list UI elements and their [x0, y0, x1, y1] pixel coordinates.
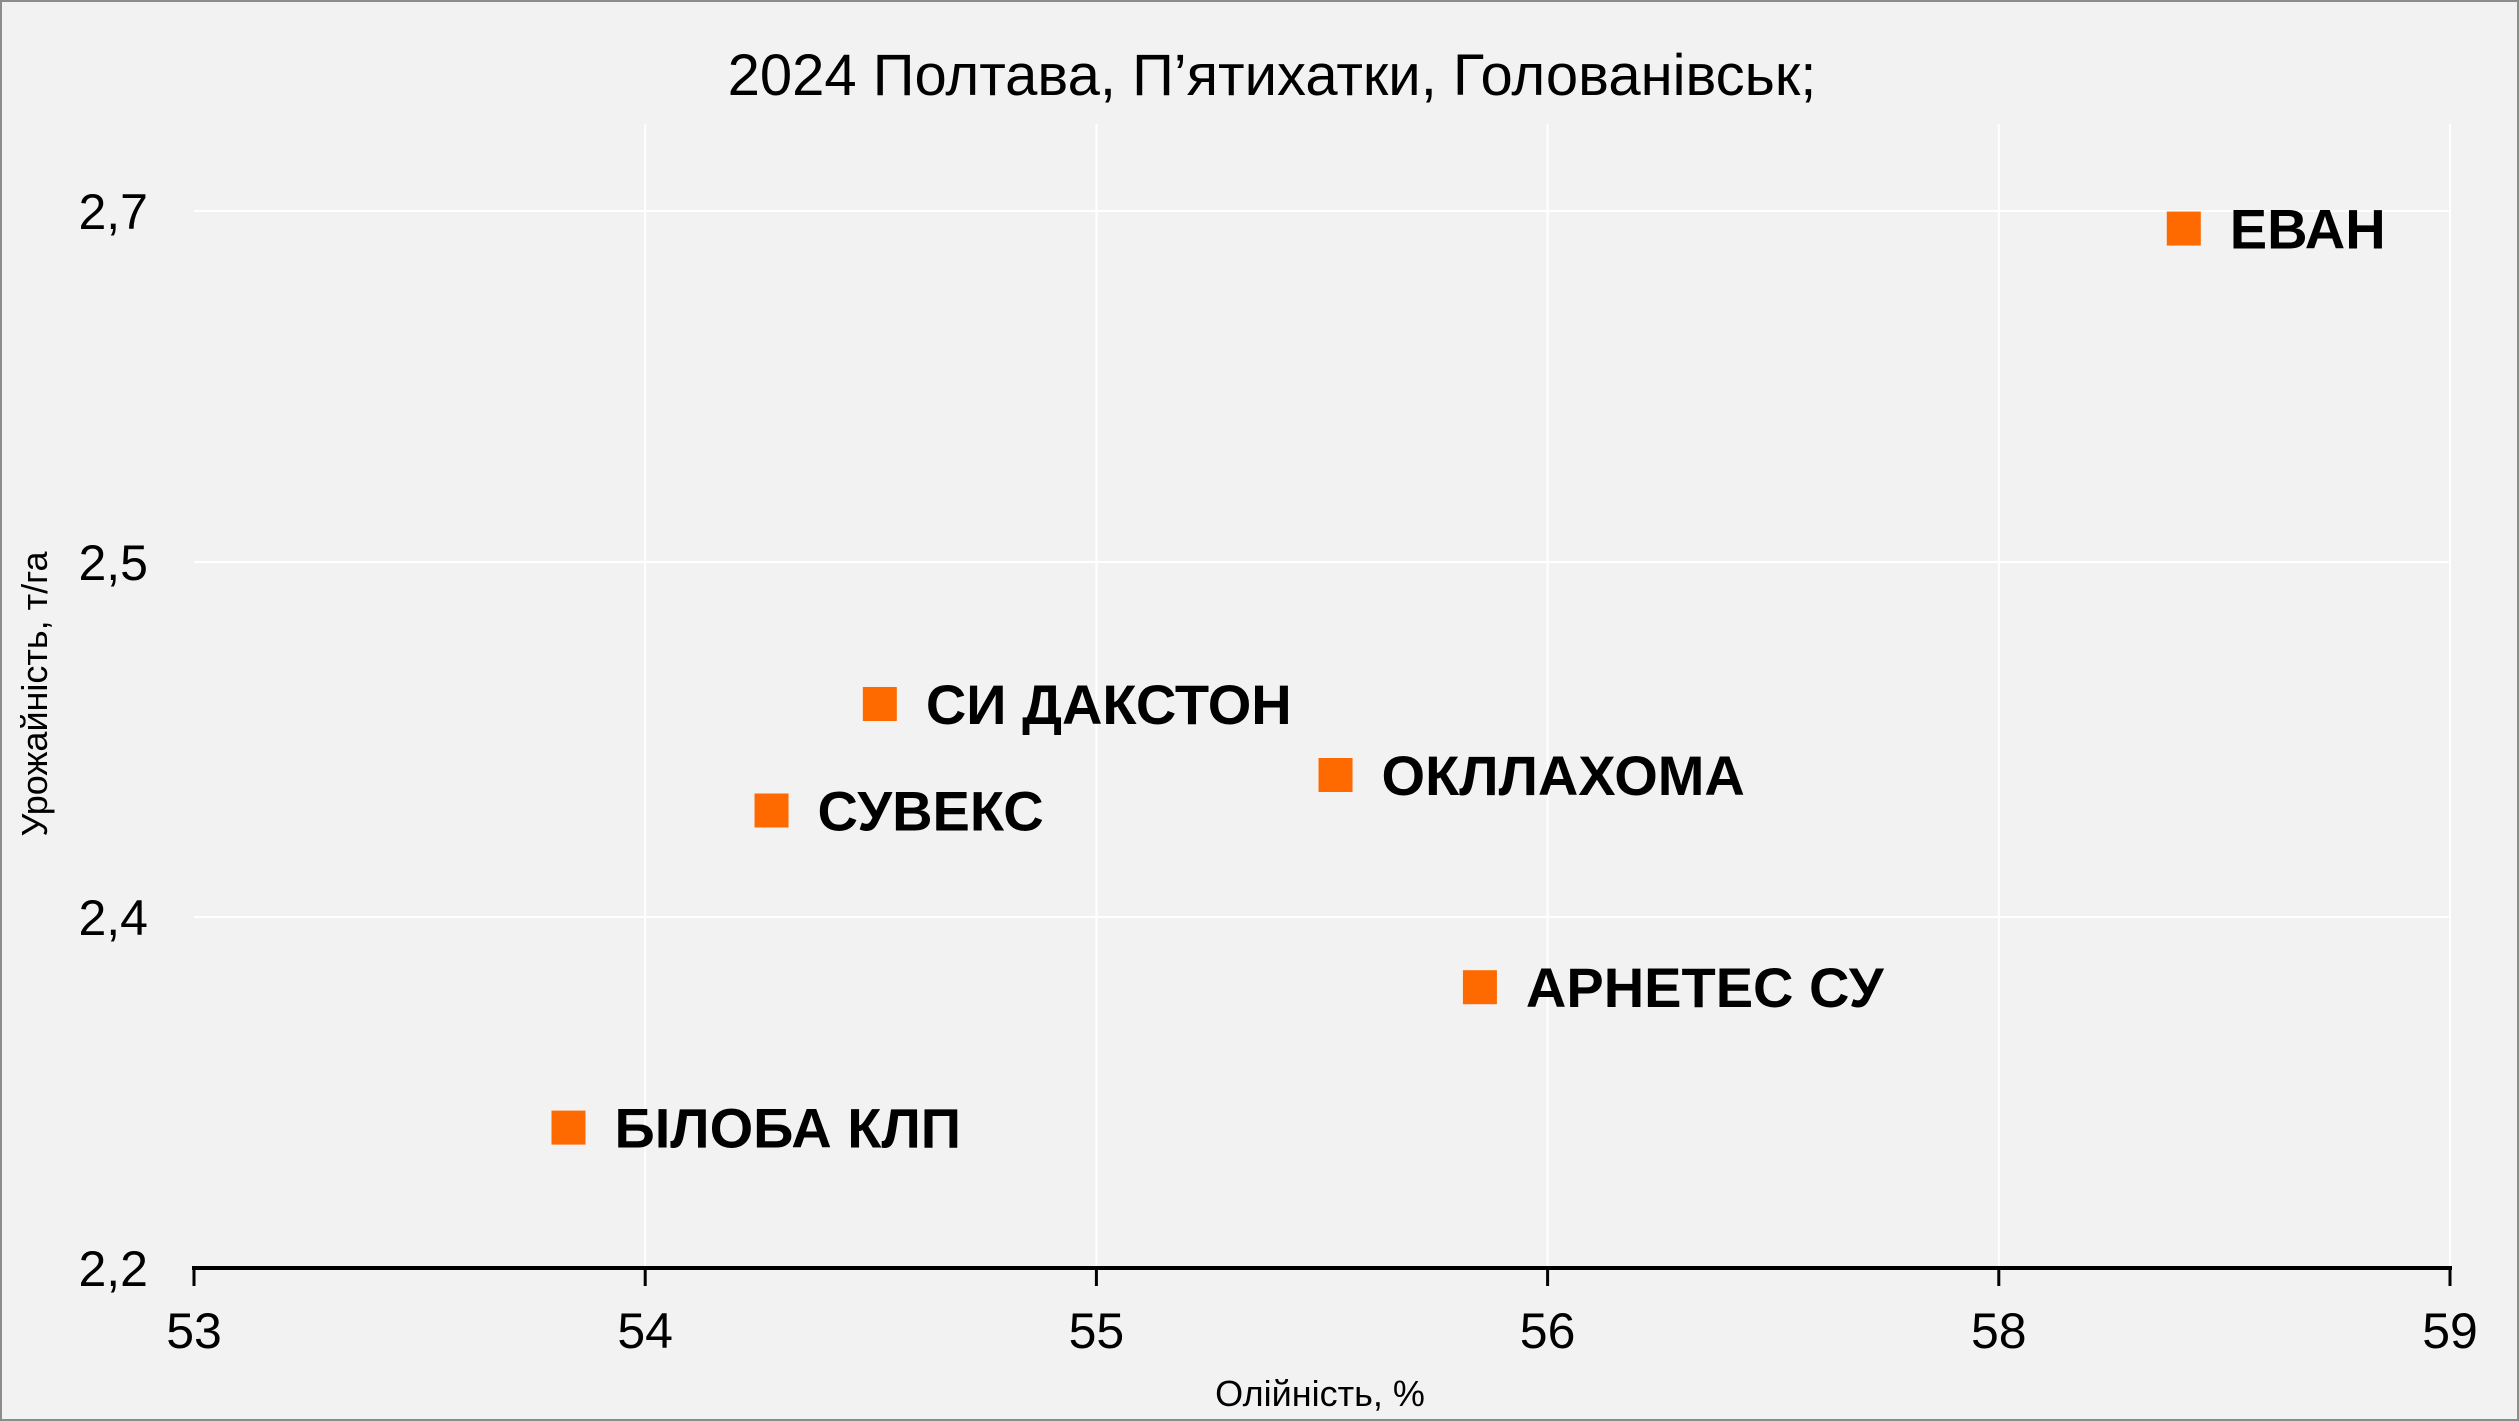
data-points: ЕВАН СИ ДАКСТОН ОКЛЛАХОМА СУВЕКС АРНЕТЕС СУ Б…	[551, 198, 2386, 1160]
tick-labels: 53 54 55 56 58 59 2,2 2,4 2,5 2,7	[78, 184, 2477, 1359]
point-label: СУВЕКС	[818, 780, 1044, 843]
y-tick-label: 2,5	[78, 535, 148, 591]
scatter-point	[551, 1110, 586, 1145]
y-tick-label: 2,7	[78, 184, 148, 240]
axes	[192, 1266, 2452, 1286]
point-label: БІЛОБА КЛП	[614, 1097, 961, 1160]
point-label: АРНЕТЕС СУ	[1526, 956, 1885, 1019]
x-tick-label: 59	[2422, 1303, 2478, 1359]
scatter-point	[2166, 211, 2201, 246]
y-axis-title: Урожайність, т/га	[14, 550, 55, 836]
x-axis-title: Олійність, %	[1215, 1373, 1425, 1414]
scatter-point	[1318, 758, 1353, 792]
scatter-point	[862, 687, 897, 721]
chart-title: 2024 Полтава, П’ятихатки, Голованівськ;	[728, 43, 1817, 108]
x-tick-label: 54	[617, 1303, 673, 1359]
y-tick-label: 2,4	[78, 890, 148, 946]
point-label: СИ ДАКСТОН	[926, 673, 1292, 736]
x-tick-label: 53	[166, 1303, 222, 1359]
y-tick-label: 2,2	[78, 1241, 148, 1297]
x-tick-label: 56	[1520, 1303, 1576, 1359]
x-tick-label: 58	[1971, 1303, 2027, 1359]
point-label: ОКЛЛАХОМА	[1382, 744, 1745, 807]
scatter-point	[754, 793, 789, 828]
x-tick-label: 55	[1069, 1303, 1125, 1359]
grid-lines	[194, 124, 2451, 1268]
scatter-point	[1462, 970, 1497, 1005]
point-label: ЕВАН	[2230, 198, 2386, 261]
